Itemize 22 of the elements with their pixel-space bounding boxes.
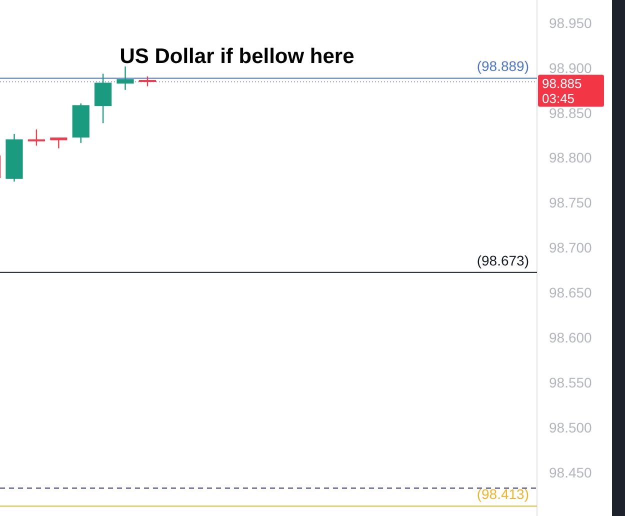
candlestick xyxy=(94,73,112,124)
text: US Dollar if bellow here xyxy=(120,45,354,68)
y-tick-label: 98.800 xyxy=(549,150,592,166)
y-tick-label: 98.600 xyxy=(549,329,592,346)
y-tick-label: 98.750 xyxy=(549,194,592,211)
ref-line-label: (98.889) xyxy=(476,58,529,74)
y-tick-label: 98.850 xyxy=(549,104,592,121)
candlestick xyxy=(116,66,134,90)
ref-line-label: (98.413) xyxy=(476,486,529,502)
ref-line-label: (98.673) xyxy=(476,252,529,268)
y-tick-label: 98.900 xyxy=(549,60,592,76)
y-tick-label: 98.650 xyxy=(549,284,592,301)
y-tick-label: 98.500 xyxy=(549,419,592,436)
y-tick-label: 98.950 xyxy=(549,14,592,31)
y-tick-label: 98.550 xyxy=(549,374,592,390)
y-tick-label: 98.450 xyxy=(549,464,592,480)
candlestick xyxy=(138,76,156,87)
text: 98.885 xyxy=(542,76,582,91)
text: 03:45 xyxy=(542,90,575,106)
candlestick xyxy=(28,128,46,146)
candlestick xyxy=(50,136,68,149)
y-tick-label: 98.700 xyxy=(549,240,592,256)
